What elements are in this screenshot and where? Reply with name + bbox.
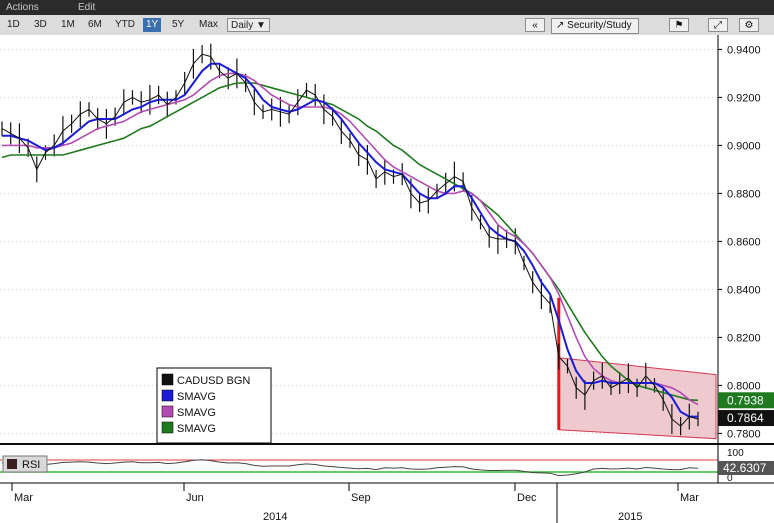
price-chart: 0.9400 0.9200 0.9000 0.8800 0.8600 0.8400 0.82… <box>0 35 774 523</box>
rsi-panel: RSI 100 042.6307 <box>0 445 774 484</box>
rsi-last-value-box <box>718 461 774 475</box>
expand-icon[interactable]: ⤢ <box>708 18 728 32</box>
edit-menu[interactable]: Edit <box>78 2 96 13</box>
series-line-0 <box>1 53 699 427</box>
y-tick-label: 0.8600 <box>727 236 761 248</box>
chart-legend: CADUSD BGN SMAVG SMAVG SMAVG <box>156 367 272 444</box>
range-max-button[interactable]: Max <box>199 19 218 30</box>
last-value-text: 0.7864 <box>727 411 764 425</box>
security-study-label: Security/Study <box>567 20 632 31</box>
y-tick-label: 0.9000 <box>727 140 761 152</box>
rsi-plot-area <box>0 445 718 483</box>
legend-label: SMAVG <box>177 407 216 419</box>
x-axis: Mar Jun Sep Dec Mar 2014 2015 <box>0 482 774 523</box>
range-3d-button[interactable]: 3D <box>34 19 47 30</box>
range-1y-button[interactable]: 1Y <box>143 18 162 32</box>
legend-box <box>156 367 272 444</box>
y-tick-label: 0.8000 <box>727 380 761 392</box>
legend-label: SMAVG <box>177 423 216 435</box>
series-line-3 <box>1 82 699 402</box>
x-tick-label: Sep <box>351 492 371 504</box>
last-value-tags: 0.7938 0.7864 <box>718 392 774 427</box>
series-lines <box>1 43 699 436</box>
security-study-button[interactable]: ↗ Security/Study <box>551 18 639 34</box>
legend-swatch <box>161 405 174 418</box>
menu-bar: Actions Edit <box>0 0 774 15</box>
x-year-label: 2015 <box>618 511 642 523</box>
legend-swatch <box>161 389 174 402</box>
x-tick-label: Jun <box>186 492 204 504</box>
last-value-box <box>718 410 774 427</box>
series-line-1 <box>2 62 698 418</box>
rsi-tick-label: 0 <box>727 473 733 484</box>
x-axis-area <box>0 483 774 523</box>
legend-swatch <box>161 373 174 386</box>
x-tick-label: Mar <box>680 492 699 504</box>
y-tick-label: 0.9400 <box>727 44 761 56</box>
last-value-tag: 0.7864 <box>718 410 774 427</box>
y-tick-label: 0.8800 <box>727 188 761 200</box>
collapse-icon[interactable]: « <box>525 18 545 32</box>
rsi-tick-label: 100 <box>727 448 744 459</box>
frequency-dropdown[interactable]: Daily ▼ <box>227 18 270 32</box>
rsi-swatch <box>7 459 17 469</box>
range-1m-button[interactable]: 1M <box>61 19 75 30</box>
y-axis-band <box>718 35 774 443</box>
last-value-text: 0.7938 <box>727 393 764 407</box>
last-value-tag: 0.7938 <box>718 392 774 409</box>
gear-icon[interactable]: ⚙ <box>739 18 759 32</box>
legend-label: SMAVG <box>177 391 216 403</box>
y-tick-label: 0.8200 <box>727 332 761 344</box>
series-line-2 <box>2 72 699 406</box>
y-axis: 0.9400 0.9200 0.9000 0.8800 0.8600 0.8400 0.82… <box>717 35 774 443</box>
legend-label: CADUSD BGN <box>177 375 250 387</box>
range-6m-button[interactable]: 6M <box>88 19 102 30</box>
y-tick-label: 0.9200 <box>727 92 761 104</box>
rsi-last-value: 42.6307 <box>723 461 767 475</box>
range-5y-button[interactable]: 5Y <box>172 19 185 30</box>
y-tick-label: 0.8400 <box>727 284 761 296</box>
range-1d-button[interactable]: 1D <box>7 19 20 30</box>
x-tick-label: Dec <box>517 492 537 504</box>
flag-icon[interactable]: ⚑ <box>669 18 689 32</box>
x-year-label: 2014 <box>263 511 287 523</box>
toolbar: 1D 3D 1M 6M YTD 1Y 5Y Max Daily ▼ « ↗ Se… <box>0 15 774 36</box>
x-tick-label: Mar <box>14 492 33 504</box>
range-ytd-button[interactable]: YTD <box>115 19 135 30</box>
rsi-label: RSI <box>22 459 40 471</box>
chart-icon: ↗ <box>556 20 565 31</box>
rsi-line <box>1 459 699 477</box>
actions-menu[interactable]: Actions <box>6 2 39 13</box>
legend-swatch <box>161 421 174 434</box>
y-tick-label: 0.7800 <box>727 428 761 440</box>
last-value-box <box>718 392 774 409</box>
